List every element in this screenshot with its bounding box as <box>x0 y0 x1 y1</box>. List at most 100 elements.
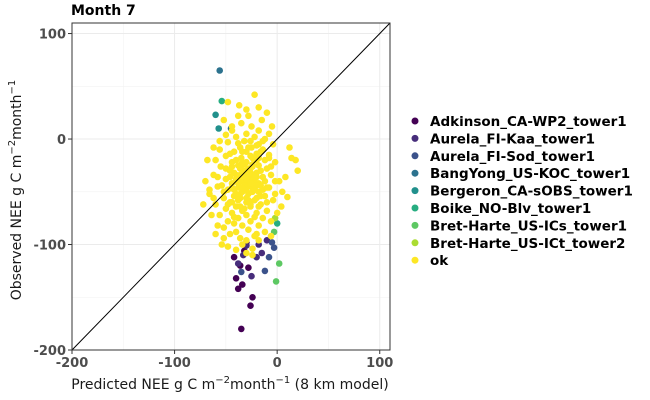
data-point <box>261 177 269 185</box>
legend-swatch <box>411 117 419 125</box>
data-point <box>253 142 260 149</box>
plot-border <box>71 22 391 351</box>
data-point <box>239 148 246 155</box>
data-point <box>224 201 232 208</box>
data-point <box>259 214 267 222</box>
data-point <box>230 220 238 227</box>
data-point <box>253 230 260 238</box>
data-point <box>241 137 248 145</box>
data-point <box>232 228 240 236</box>
data-point <box>267 163 275 170</box>
data-point <box>247 152 254 160</box>
data-point <box>210 194 217 202</box>
one-to-one-line <box>71 22 391 351</box>
data-point <box>232 156 240 164</box>
legend-label: ok <box>430 253 449 269</box>
x-axis-label-sup1: −2 <box>215 375 230 386</box>
data-point <box>247 302 254 310</box>
data-point <box>271 190 279 198</box>
data-point <box>239 222 246 229</box>
y-axis-label: Observed NEE g C m−2month−1 <box>7 80 25 301</box>
legend-swatch <box>411 204 419 212</box>
data-point <box>275 260 283 267</box>
data-point <box>234 260 242 267</box>
data-point <box>234 196 242 204</box>
data-point <box>228 163 236 170</box>
data-point <box>292 156 299 164</box>
data-point <box>273 209 281 217</box>
y-axis-label-sup2: −1 <box>7 80 18 95</box>
data-point <box>222 131 230 139</box>
chart-title: Month 7 <box>71 3 136 19</box>
data-point <box>226 230 234 238</box>
data-point <box>208 211 215 219</box>
data-point <box>215 125 222 132</box>
data-point <box>238 325 245 333</box>
data-point <box>200 201 207 208</box>
data-point <box>245 112 252 120</box>
x-axis-label-mid: month <box>230 377 275 393</box>
data-point <box>249 294 256 301</box>
data-point <box>236 165 244 172</box>
x-axis-label-pre: Predicted NEE g C m <box>71 377 215 393</box>
data-point <box>243 175 250 183</box>
legend-swatch <box>411 169 419 177</box>
data-point <box>220 224 228 231</box>
y-axis-label-sup1: −2 <box>7 140 18 155</box>
data-point <box>257 192 265 200</box>
data-point <box>263 109 271 116</box>
data-point <box>210 144 217 151</box>
data-point <box>239 158 246 166</box>
data-point <box>224 138 232 146</box>
legend-label: BangYong_US-KOC_tower1 <box>430 166 630 182</box>
data-point <box>216 137 223 145</box>
x-axis-label-sup2: −1 <box>275 375 290 386</box>
data-point <box>267 218 275 225</box>
x-tick-label: -100 <box>158 356 191 371</box>
x-tick-label: 0 <box>273 356 282 371</box>
legend-label: Bret-Harte_US-ICt_tower2 <box>430 236 625 252</box>
data-point <box>216 67 223 74</box>
data-point <box>216 211 223 219</box>
data-point <box>257 148 265 155</box>
data-point <box>255 162 262 169</box>
legend-swatch <box>411 134 419 142</box>
data-point <box>265 253 273 261</box>
data-point <box>226 173 234 181</box>
legend-swatch <box>411 187 419 195</box>
data-point <box>234 112 242 120</box>
data-point <box>255 127 262 134</box>
data-point <box>273 220 281 227</box>
x-tick-label: -200 <box>56 356 89 371</box>
data-point <box>224 243 232 250</box>
data-point <box>251 173 258 181</box>
data-point <box>232 133 240 141</box>
data-point <box>249 251 256 259</box>
y-tick-label: 100 <box>39 28 66 43</box>
data-point <box>265 154 273 162</box>
data-point <box>267 171 275 179</box>
data-point <box>228 123 236 130</box>
data-point <box>230 253 238 261</box>
y-axis-label-pre: Observed NEE g C m <box>9 155 25 301</box>
data-point <box>248 272 255 280</box>
data-point <box>279 188 286 196</box>
data-point <box>249 245 256 252</box>
data-point <box>245 144 252 151</box>
data-point <box>234 180 242 187</box>
y-tick-label: -100 <box>33 239 66 254</box>
grid-minor <box>72 23 390 350</box>
data-point <box>239 281 246 288</box>
data-point <box>220 116 228 124</box>
data-point <box>216 146 223 153</box>
data-point <box>255 237 262 244</box>
data-point <box>247 169 254 177</box>
data-point <box>202 177 209 185</box>
data-point <box>214 173 221 181</box>
data-point <box>220 194 228 202</box>
data-point <box>232 275 240 282</box>
data-point <box>212 111 219 119</box>
legend-label: Aurela_FI-Sod_tower1 <box>430 149 595 165</box>
data-point <box>218 182 226 189</box>
